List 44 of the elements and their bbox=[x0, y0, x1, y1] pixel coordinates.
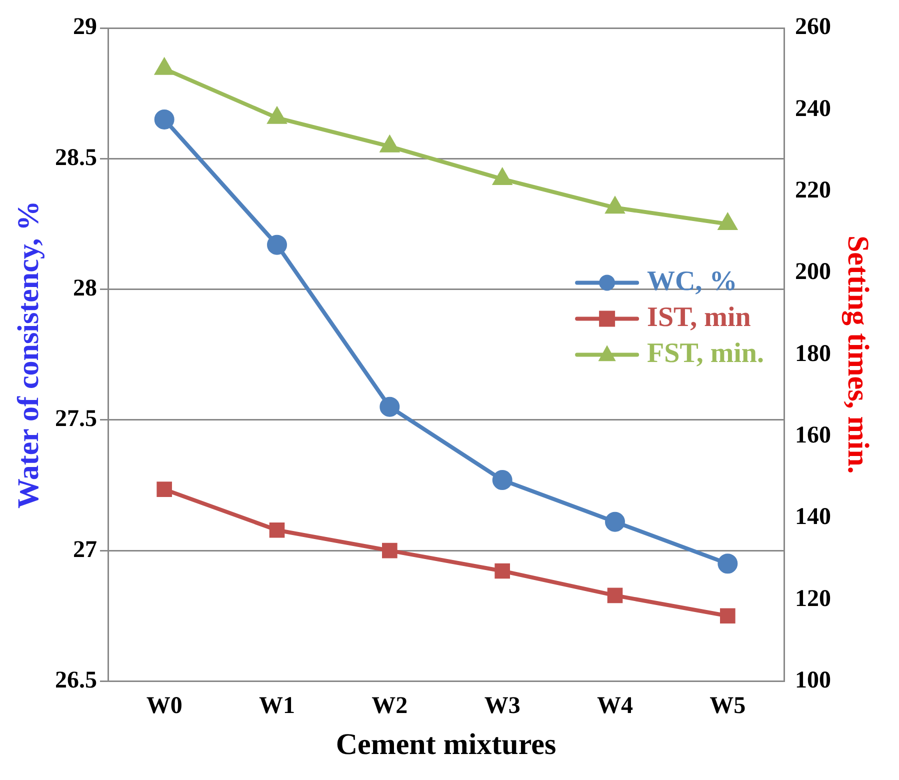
y2-tick-label: 220 bbox=[795, 178, 831, 204]
point bbox=[720, 608, 736, 624]
y-tick-label: 28 bbox=[73, 275, 97, 302]
y2-tick-label: 240 bbox=[795, 96, 831, 122]
y2-tick-label: 140 bbox=[795, 504, 831, 530]
y-tick-label: 27 bbox=[73, 536, 97, 563]
y2-tick-label: 200 bbox=[795, 259, 831, 286]
y-tick-label: 26.5 bbox=[55, 667, 97, 694]
point bbox=[155, 58, 174, 75]
point bbox=[269, 522, 285, 538]
x-axis-title: Cement mixtures bbox=[336, 728, 556, 761]
point bbox=[380, 136, 399, 152]
point bbox=[494, 563, 510, 579]
x-tick-label: W0 bbox=[146, 692, 182, 719]
y2-tick-label: 260 bbox=[795, 14, 831, 40]
y-tick-label: 29 bbox=[73, 14, 97, 40]
point bbox=[154, 109, 174, 130]
y-axis-title: Water of consistency, % bbox=[12, 200, 45, 508]
y2-axis-title: Setting times, min. bbox=[841, 235, 874, 474]
x-tick-label: W2 bbox=[372, 692, 408, 719]
legend-label: IST, min bbox=[647, 302, 752, 333]
point bbox=[718, 554, 738, 574]
point bbox=[267, 234, 287, 255]
point bbox=[156, 482, 172, 497]
point bbox=[382, 542, 398, 558]
point bbox=[718, 214, 737, 230]
point bbox=[380, 396, 400, 417]
point bbox=[492, 470, 512, 490]
point bbox=[268, 108, 286, 124]
point bbox=[607, 588, 623, 604]
y2-tick-label: 160 bbox=[795, 422, 831, 448]
point bbox=[605, 512, 625, 532]
x-tick-label: W5 bbox=[710, 692, 746, 719]
y2-tick-label: 120 bbox=[795, 586, 831, 612]
y2-tick-label: 180 bbox=[795, 340, 831, 367]
y-tick-label: 27.5 bbox=[55, 406, 97, 432]
y2-tick-label: 100 bbox=[795, 667, 831, 694]
x-tick-label: W1 bbox=[259, 692, 295, 719]
point bbox=[493, 169, 512, 186]
y-tick-label: 28.5 bbox=[55, 144, 97, 171]
x-tick-label: W4 bbox=[597, 692, 633, 719]
x-tick-label: W3 bbox=[484, 692, 520, 719]
point bbox=[606, 198, 624, 214]
legend-label: FST, min. bbox=[647, 338, 764, 369]
